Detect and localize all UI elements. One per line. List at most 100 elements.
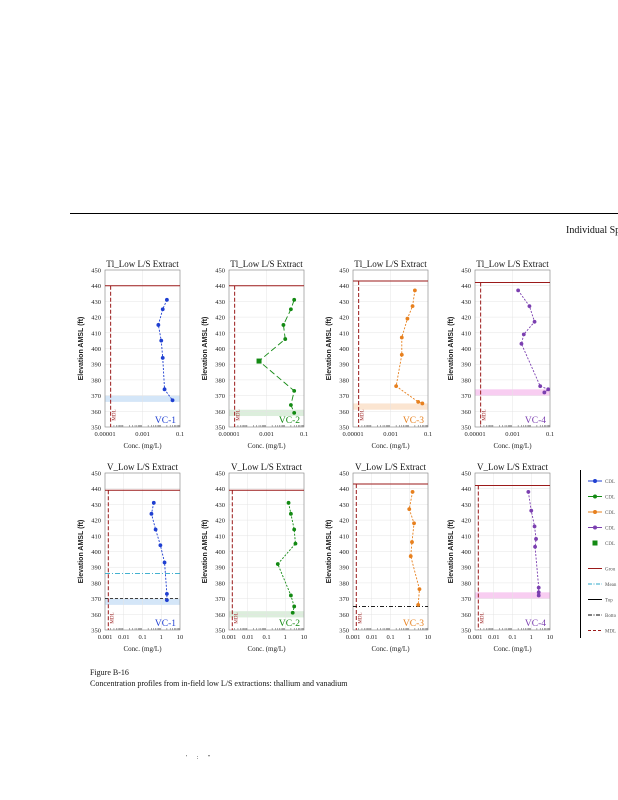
legend-entry-4-marker xyxy=(593,525,597,530)
chart-8-y-tick-label: 430 xyxy=(461,502,471,509)
chart-7-x-tick-label: 0.001 xyxy=(346,634,361,641)
chart-7-data-point xyxy=(416,602,421,607)
chart-4-x-tick-label: 0.001 xyxy=(505,431,520,438)
chart-4-title: Tl_Low L/S Extract xyxy=(476,259,549,269)
chart-1-data-point xyxy=(159,338,164,343)
chart-7-y-tick-label: 380 xyxy=(339,580,349,587)
chart-1-x-tick-label: 0.00001 xyxy=(94,431,115,438)
chart-2-y-tick-label: 450 xyxy=(215,268,225,275)
chart-8-series-line xyxy=(527,491,540,596)
chart-4-y-tick-label: 390 xyxy=(461,362,471,369)
header-rule xyxy=(70,213,618,214)
chart-6-data-point xyxy=(288,511,293,516)
chart-2-mdl-label: MDL xyxy=(237,409,242,420)
chart-5-y-tick-label: 450 xyxy=(91,471,101,478)
chart-1-data-point xyxy=(162,387,167,392)
chart-8-y-tick-label: 420 xyxy=(461,518,471,525)
chart-5-y-tick-label: 380 xyxy=(91,580,101,587)
chart-7-x-axis-label: Conc. (mg/L) xyxy=(371,645,410,653)
chart-5-x-tick-label: 0.01 xyxy=(118,634,129,641)
chart-4-x-tick-label: 0.00001 xyxy=(464,431,485,438)
chart-1-data-point xyxy=(170,398,175,403)
chart-5-well-label: VC-1 xyxy=(155,619,176,629)
chart-7-mdl-label: MDL xyxy=(358,612,363,623)
chart-2-x-tick-label: 0.1 xyxy=(300,431,308,438)
chart-4-y-tick-label: 450 xyxy=(461,268,471,275)
chart-5-data-point xyxy=(149,511,154,516)
chart-7-y-axis-label: Elevation AMSL (ft) xyxy=(326,520,333,584)
chart-3-data-point xyxy=(399,352,404,357)
legend-entry-5-marker xyxy=(592,540,598,546)
chart-6-y-tick-label: 420 xyxy=(215,518,225,525)
chart-8-y-tick-label: 440 xyxy=(461,486,471,493)
chart-5-y-tick-label: 370 xyxy=(91,596,101,603)
chart-4-y-tick-label: 350 xyxy=(461,425,471,432)
chart-7-y-tick-label: 430 xyxy=(339,502,349,509)
chart-6-x-axis-label: Conc. (mg/L) xyxy=(247,645,286,653)
chart-2-data-point xyxy=(281,323,286,327)
legend-entry-8-label: Top xyxy=(605,599,613,604)
chart-5-y-tick-label: 430 xyxy=(91,502,101,509)
chart-1-y-axis-label: Elevation AMSL (ft) xyxy=(78,317,85,381)
chart-6-x-tick-label: 0.001 xyxy=(222,634,237,641)
chart-4-y-tick-label: 380 xyxy=(461,377,471,384)
chart-7-title: V_Low L/S Extract xyxy=(355,462,426,472)
chart-1-title: Tl_Low L/S Extract xyxy=(106,259,179,269)
chart-7-data-point xyxy=(412,521,416,526)
figure-caption: Concentration profiles from in-field low… xyxy=(90,679,348,688)
chart-4-well-label: VC-4 xyxy=(525,416,546,426)
chart-6-y-tick-label: 410 xyxy=(215,533,225,540)
chart-2-y-tick-label: 400 xyxy=(215,346,225,353)
chart-1-y-tick-label: 420 xyxy=(91,315,101,322)
chart-1-y-tick-label: 360 xyxy=(91,409,101,416)
chart-8-y-axis-label: Elevation AMSL (ft) xyxy=(448,520,455,584)
chart-6-data-point xyxy=(290,610,295,615)
chart-4-data-point xyxy=(532,319,537,324)
chart-1-mdl-label: MDL xyxy=(113,409,118,420)
chart-5-x-tick-label: 1 xyxy=(160,634,163,641)
chart-6-data-point xyxy=(288,593,293,598)
figure-number: Figure B-16 xyxy=(90,668,129,677)
chart-1-y-tick-label: 350 xyxy=(91,425,101,432)
chart-8-axes-frame xyxy=(474,472,551,631)
chart-5-data-point xyxy=(164,598,169,603)
chart-1-x-axis-label: Conc. (mg/L) xyxy=(123,442,162,450)
chart-4-data-point xyxy=(527,304,532,309)
chart-2-data-point xyxy=(288,307,293,312)
chart-2-data-point xyxy=(292,388,297,393)
chart-3-series-line xyxy=(395,290,423,404)
chart-8-y-tick-label: 370 xyxy=(461,596,471,603)
chart-4-x-tick-label: 0.1 xyxy=(546,431,554,438)
legend-entry-5-label: CDL xyxy=(605,542,615,547)
chart-1-data-point xyxy=(160,356,165,360)
chart-7-data-point xyxy=(410,540,414,544)
chart-4-x-axis-label: Conc. (mg/L) xyxy=(493,442,532,450)
chart-3-data-point xyxy=(394,384,399,389)
chart-4-data-point xyxy=(521,332,526,337)
chart-3-y-tick-label: 350 xyxy=(339,425,349,432)
chart-4-y-tick-label: 430 xyxy=(461,299,471,306)
chart-1-y-tick-label: 410 xyxy=(91,330,101,337)
chart-6-y-tick-label: 360 xyxy=(215,612,225,619)
chart-2-title: Tl_Low L/S Extract xyxy=(230,259,303,269)
chart-2-y-tick-label: 350 xyxy=(215,425,225,432)
chart-2-well-label: VC-2 xyxy=(279,416,300,426)
chart-5-y-tick-label: 390 xyxy=(91,565,101,572)
chart-3-mdl-label: MDL xyxy=(361,409,366,420)
chart-1-y-tick-label: 440 xyxy=(91,283,101,290)
chart-5-title: V_Low L/S Extract xyxy=(107,462,178,472)
chart-4-y-tick-label: 370 xyxy=(461,393,471,400)
chart-5-data-point xyxy=(164,591,169,596)
chart-3-data-point xyxy=(412,288,417,293)
chart-2-y-tick-label: 360 xyxy=(215,409,225,416)
chart-2-data-point xyxy=(292,410,297,415)
chart-6-mdl-label: MDL xyxy=(234,612,239,623)
chart-5-x-axis-label: Conc. (mg/L) xyxy=(123,645,162,653)
chart-3-data-point xyxy=(405,316,410,321)
chart-7-well-label: VC-3 xyxy=(403,619,424,629)
legend-entry-7-label: Mean xyxy=(605,583,617,588)
chart-7-y-tick-label: 390 xyxy=(339,565,349,572)
chart-1-x-tick-label: 0.001 xyxy=(135,431,150,438)
chart-4-y-tick-label: 440 xyxy=(461,283,471,290)
